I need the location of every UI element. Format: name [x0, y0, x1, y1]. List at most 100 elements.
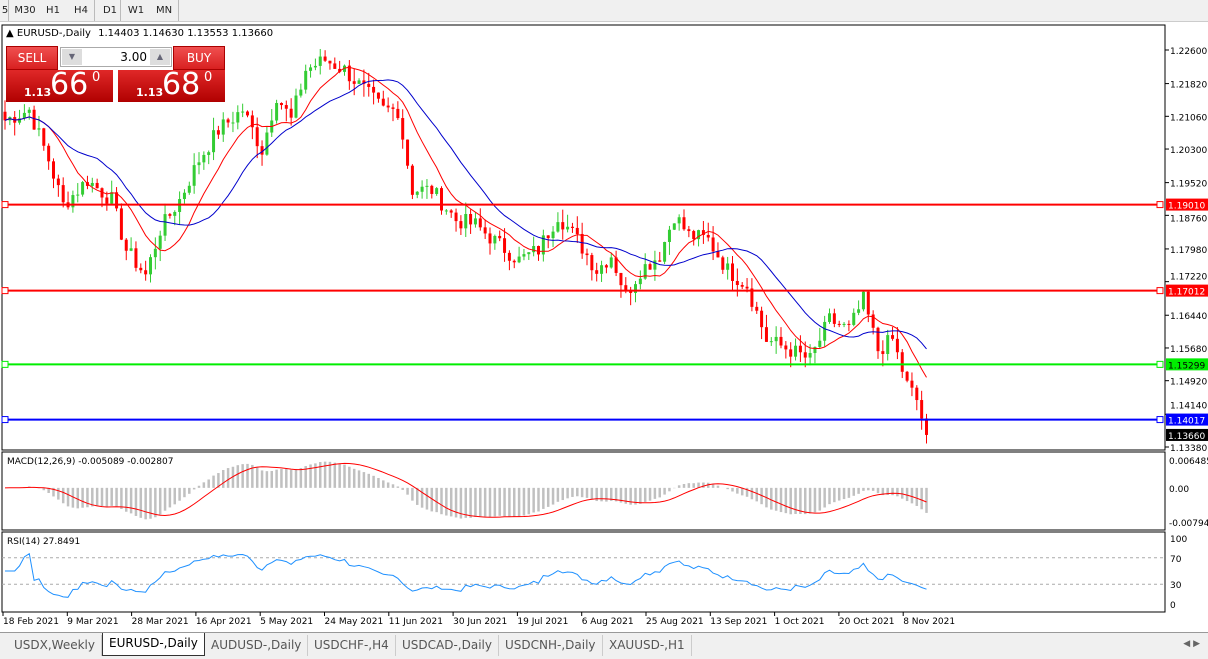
candle — [105, 191, 109, 211]
candle — [134, 241, 138, 272]
level-handle-right[interactable] — [1156, 416, 1164, 424]
timeframe-5[interactable]: 5 — [1, 5, 9, 16]
level-handle-right[interactable] — [1156, 201, 1164, 209]
candle — [570, 222, 574, 233]
candle — [600, 260, 604, 282]
level-handle-left[interactable] — [1, 360, 9, 368]
candle — [818, 327, 822, 349]
candle — [682, 209, 686, 231]
candle — [507, 250, 511, 271]
tab-xauusd-h1[interactable]: XAUUSD-,H1 — [603, 635, 692, 656]
candle — [212, 117, 216, 161]
candle — [556, 212, 560, 233]
price-axis-label: 1.17220 — [1170, 273, 1207, 283]
candle — [182, 189, 186, 204]
candle — [37, 115, 41, 137]
lot-decrease-icon[interactable]: ▼ — [62, 49, 82, 65]
date-axis-label: 11 Jun 2021 — [389, 617, 443, 627]
timeframe-MN[interactable]: MN — [155, 5, 173, 16]
date-axis-label: 13 Sep 2021 — [710, 617, 767, 627]
level-handle-left[interactable] — [1, 201, 9, 209]
price-axis-label: 1.14140 — [1170, 402, 1207, 412]
level-handle-right[interactable] — [1156, 287, 1164, 295]
candle — [216, 125, 220, 139]
candle — [585, 248, 589, 266]
timeframe-D1[interactable]: D1 — [102, 5, 118, 16]
candle — [313, 58, 317, 71]
candle — [318, 48, 322, 75]
level-handle-left[interactable] — [1, 416, 9, 424]
candle — [124, 238, 128, 261]
candle — [236, 105, 240, 130]
date-axis-label: 25 Aug 2021 — [646, 617, 704, 627]
level-handle-right[interactable] — [1156, 360, 1164, 368]
candle — [435, 187, 439, 196]
candle — [769, 337, 773, 346]
timeframe-M30[interactable]: M30 — [14, 5, 36, 16]
timeframe-W1[interactable]: W1 — [127, 5, 145, 16]
tab-usdcad-daily[interactable]: USDCAD-,Daily — [396, 635, 499, 656]
sell-price[interactable]: 1.13 66 0 — [6, 67, 113, 102]
price-axis-label: 1.13380 — [1170, 444, 1207, 454]
macd-panel — [1, 451, 1166, 531]
candle — [289, 98, 293, 126]
candle — [891, 326, 895, 341]
candle — [410, 164, 414, 200]
buy-price-big: 68 — [162, 67, 201, 102]
macd-label: MACD(12,26,9) -0.005089 -0.002807 — [7, 457, 173, 467]
collapse-triangle-icon[interactable]: ▲ — [6, 28, 14, 39]
lot-increase-icon[interactable]: ▲ — [150, 49, 170, 65]
buy-price[interactable]: 1.13 68 0 — [118, 67, 225, 102]
date-axis-label: 5 May 2021 — [260, 617, 313, 627]
level-price-badge — [1166, 198, 1208, 211]
candle — [279, 102, 283, 110]
candle — [27, 107, 31, 120]
current-price-badge — [1166, 428, 1208, 441]
candle — [881, 340, 885, 367]
level-price-badge — [1166, 284, 1208, 297]
tab-eurusd-daily[interactable]: EURUSD-,Daily — [102, 633, 205, 656]
lot-size-field[interactable]: ▼ 3.00 ▲ — [60, 47, 172, 67]
candle — [197, 152, 201, 175]
candle — [333, 57, 337, 69]
candle — [226, 117, 230, 128]
sell-price-sup: 0 — [92, 70, 101, 85]
candle — [464, 202, 468, 238]
lot-size-value[interactable]: 3.00 — [120, 50, 147, 64]
date-axis-label: 6 Aug 2021 — [582, 617, 634, 627]
tab-usdchf-h4[interactable]: USDCHF-,H4 — [308, 635, 396, 656]
candle — [842, 321, 846, 328]
candle — [517, 246, 521, 264]
candle — [857, 300, 861, 316]
tab-usdx-weekly[interactable]: USDX,Weekly — [8, 635, 102, 656]
candle — [347, 60, 351, 90]
candle — [575, 216, 579, 243]
candle — [638, 270, 642, 290]
tab-scroll-arrows-icon[interactable]: ◀ ▶ — [1183, 639, 1200, 649]
level-price-label: 1.14017 — [1168, 417, 1205, 427]
candle — [56, 174, 60, 197]
candle — [158, 230, 162, 262]
candle — [764, 314, 768, 342]
candle — [493, 234, 497, 250]
timeframe-H4[interactable]: H4 — [74, 5, 88, 16]
candle — [895, 327, 899, 360]
buy-price-prefix: 1.13 — [136, 86, 164, 99]
price-chart[interactable]: 1.22600 1.21820 1.21060 1.20300 1.19520 1.187… — [0, 24, 1208, 630]
candle — [488, 227, 492, 255]
symbol-title: EURUSD-,Daily — [16, 28, 91, 39]
date-axis-label: 1 Oct 2021 — [775, 617, 825, 627]
candle — [265, 126, 269, 156]
buy-button[interactable]: BUY — [173, 46, 225, 70]
candle — [774, 326, 778, 354]
tab-audusd-daily[interactable]: AUDUSD-,Daily — [205, 635, 309, 656]
timeframe-H1[interactable]: H1 — [46, 5, 60, 16]
candle — [284, 100, 288, 122]
sell-button[interactable]: SELL — [6, 46, 58, 70]
tab-usdcnh-daily[interactable]: USDCNH-,Daily — [499, 635, 603, 656]
candle — [721, 255, 725, 274]
level-handle-left[interactable] — [1, 287, 9, 295]
date-axis-label: 8 Nov 2021 — [903, 617, 955, 627]
price-axis-label: 1.22600 — [1170, 47, 1207, 57]
candle — [61, 177, 65, 208]
